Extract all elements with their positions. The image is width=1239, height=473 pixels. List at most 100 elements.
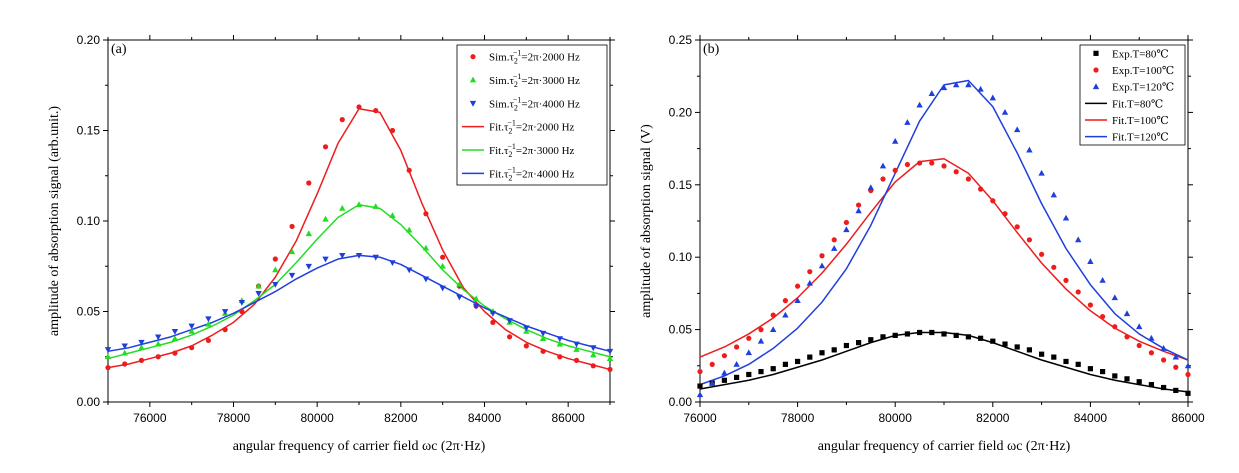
data-point <box>757 337 765 344</box>
data-point <box>1075 361 1081 367</box>
data-point <box>590 345 597 352</box>
data-point <box>734 374 740 380</box>
data-point <box>539 335 547 342</box>
data-point <box>1001 109 1009 115</box>
data-point <box>590 363 596 369</box>
data-point <box>1136 342 1142 349</box>
chart-panel-a: 76000 78000 80000 82000 84000 86000 0.00 0.05 0.… <box>47 33 615 454</box>
x-axis-label: angular frequency of carrier field ωc (2… <box>818 439 1071 454</box>
data-point <box>1075 236 1082 243</box>
data-point <box>188 328 195 334</box>
data-point <box>305 230 312 237</box>
legend: Sim.τ2−1=2π·2000 Hz Sim.τ2−1=2π·3000 Hz Si… <box>456 44 608 186</box>
data-point <box>807 354 813 360</box>
data-point <box>892 137 899 144</box>
data-point <box>573 346 580 352</box>
data-point <box>1050 191 1057 198</box>
data-point <box>795 283 801 289</box>
data-point <box>1148 382 1154 388</box>
data-point <box>770 326 777 332</box>
data-point <box>770 366 776 372</box>
data-point <box>1161 357 1167 363</box>
y-tick-label: 0.10 <box>669 250 693 264</box>
data-point <box>917 329 923 336</box>
data-point <box>339 117 345 123</box>
data-point <box>606 348 614 355</box>
data-point <box>1039 251 1045 257</box>
data-point <box>239 308 245 315</box>
data-point <box>104 353 112 360</box>
legend-label: Fit.τ2−1=2π·4000 Hz <box>489 165 575 182</box>
data-point <box>734 344 740 350</box>
data-point <box>456 280 463 287</box>
data-point <box>1100 313 1106 320</box>
data-point <box>523 343 529 349</box>
legend-marker <box>1093 50 1099 56</box>
x-tick-label: 82000 <box>976 411 1010 425</box>
data-point <box>305 263 312 270</box>
data-point <box>339 252 346 259</box>
data-point <box>322 144 329 150</box>
data-point <box>255 291 262 297</box>
data-point <box>556 340 563 347</box>
data-point <box>1002 341 1008 347</box>
data-point <box>121 343 128 350</box>
data-point <box>1148 334 1155 341</box>
legend-box <box>456 44 608 186</box>
data-point <box>819 253 825 259</box>
x-tick-label: 82000 <box>384 411 418 425</box>
data-point <box>439 285 446 292</box>
data-point <box>122 361 128 367</box>
data-point <box>831 245 838 251</box>
data-point <box>1136 323 1143 330</box>
panel-label: (a) <box>111 42 127 57</box>
data-point <box>1112 373 1118 379</box>
x-tick-label: 86000 <box>1171 411 1205 425</box>
data-point <box>965 334 971 340</box>
y-tick-label: 0.05 <box>77 305 101 319</box>
x-tick-label: 80000 <box>300 411 334 425</box>
data-point <box>1087 366 1093 372</box>
data-point <box>1111 294 1118 301</box>
data-point <box>721 377 727 383</box>
data-point <box>373 107 379 114</box>
y-tick-label: 0.10 <box>77 214 101 228</box>
legend-label: Fit.T=120℃ <box>1112 132 1169 144</box>
data-point <box>472 303 480 310</box>
data-point <box>1026 347 1032 353</box>
data-point <box>121 349 128 356</box>
data-point <box>1087 258 1094 264</box>
data-point <box>709 361 715 367</box>
data-point <box>222 327 228 333</box>
data-point <box>389 260 396 267</box>
data-point <box>929 329 935 336</box>
data-point <box>1099 276 1106 283</box>
data-point <box>929 160 935 166</box>
data-point <box>406 226 413 233</box>
data-point <box>916 101 923 108</box>
data-point <box>356 104 362 110</box>
data-point <box>155 340 162 347</box>
data-point <box>928 90 935 96</box>
data-point <box>782 311 789 318</box>
x-tick-label: 78000 <box>781 411 815 425</box>
legend-label: Fit.τ2−1=2π·3000 Hz <box>489 142 575 159</box>
data-point <box>489 310 497 317</box>
data-point <box>289 223 295 230</box>
data-point <box>856 340 862 346</box>
data-point <box>770 312 776 318</box>
data-point <box>221 309 229 315</box>
data-point <box>406 267 413 274</box>
data-point <box>205 320 212 327</box>
data-point <box>1026 237 1032 243</box>
data-point <box>306 180 312 186</box>
data-point <box>422 276 430 283</box>
legend-label: Sim.τ2−1=2π·3000 Hz <box>489 72 580 89</box>
data-point <box>745 349 752 356</box>
data-point <box>372 254 379 261</box>
plot-area <box>696 79 1192 398</box>
data-point <box>238 300 246 306</box>
data-point <box>1063 277 1069 283</box>
data-point <box>1124 334 1130 340</box>
data-point <box>1136 379 1142 385</box>
